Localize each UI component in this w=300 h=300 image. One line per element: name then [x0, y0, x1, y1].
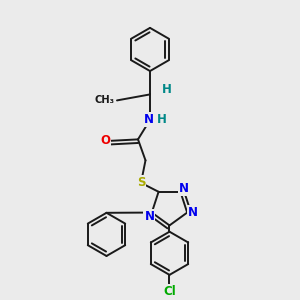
Text: S: S	[137, 176, 145, 189]
Text: N: N	[144, 210, 154, 223]
Text: Cl: Cl	[163, 285, 176, 298]
Text: CH₃: CH₃	[94, 95, 115, 105]
Text: N: N	[188, 206, 198, 219]
Text: N: N	[143, 113, 154, 126]
Text: N: N	[179, 182, 189, 195]
Text: O: O	[100, 134, 110, 147]
Text: H: H	[157, 113, 167, 126]
Text: H: H	[162, 83, 171, 96]
